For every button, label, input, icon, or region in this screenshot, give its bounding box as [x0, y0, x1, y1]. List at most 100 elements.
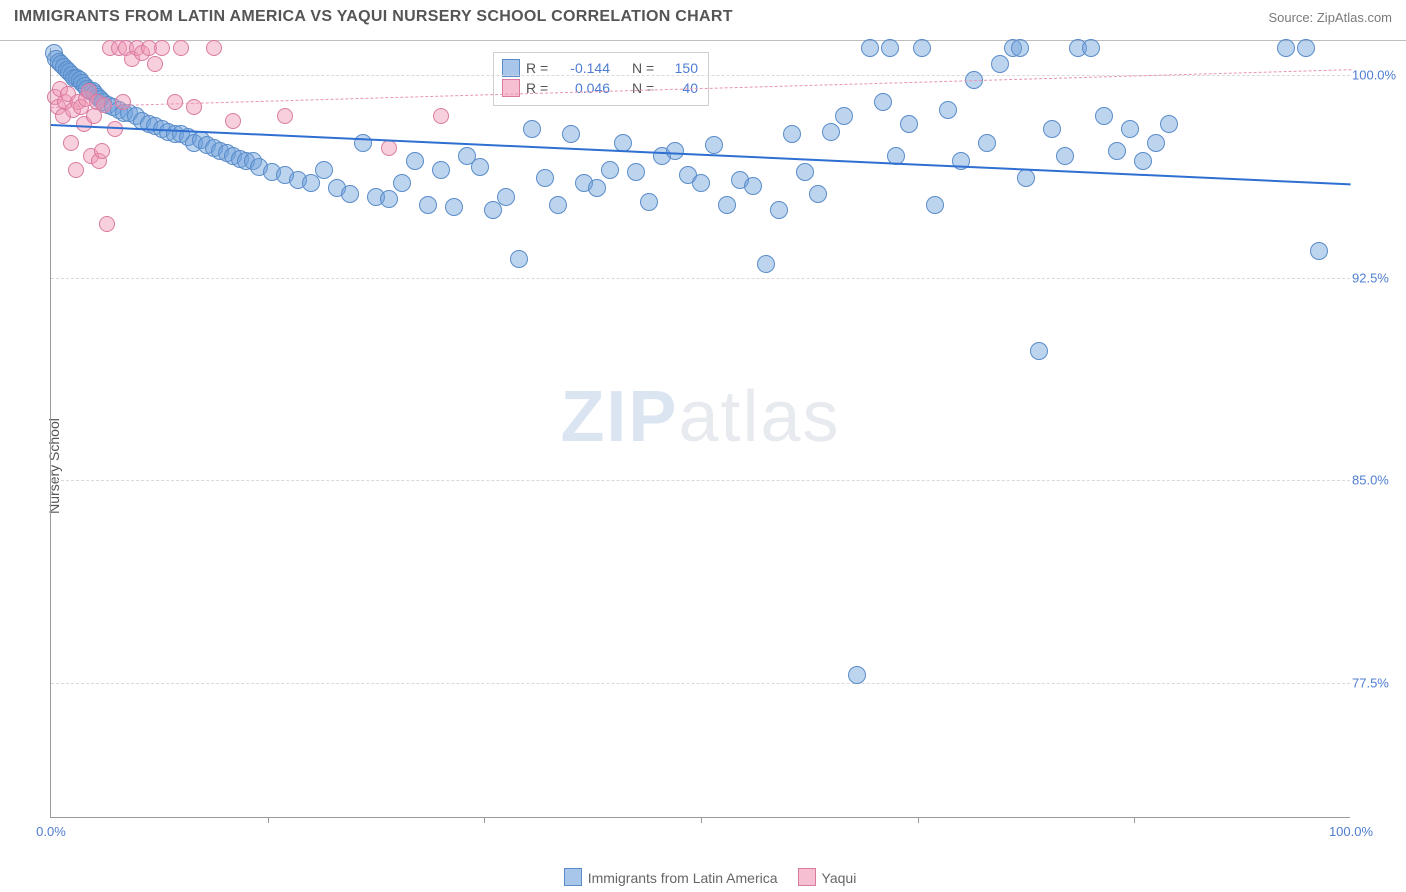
scatter-point-yaqui: [63, 135, 79, 151]
scatter-point-latin-america: [926, 196, 944, 214]
scatter-point-latin-america: [1017, 169, 1035, 187]
scatter-point-latin-america: [1082, 39, 1100, 57]
scatter-point-latin-america: [471, 158, 489, 176]
y-tick-label: 85.0%: [1352, 473, 1406, 488]
x-tick-label: 100.0%: [1329, 824, 1373, 839]
scatter-point-latin-america: [835, 107, 853, 125]
scatter-point-latin-america: [562, 125, 580, 143]
plot-area: ZIPatlas R =-0.144N =150R =0.046N =40 77…: [50, 48, 1350, 818]
scatter-point-latin-america: [757, 255, 775, 273]
scatter-point-yaqui: [277, 108, 293, 124]
scatter-point-latin-america: [783, 125, 801, 143]
scatter-point-latin-america: [770, 201, 788, 219]
source-label: Source: ZipAtlas.com: [1268, 10, 1392, 25]
legend-swatch: [564, 868, 582, 886]
scatter-point-latin-america: [991, 55, 1009, 73]
x-tick-mark: [1134, 817, 1135, 823]
stat-n-value: 150: [664, 60, 698, 76]
scatter-point-latin-america: [1043, 120, 1061, 138]
y-tick-label: 100.0%: [1352, 68, 1406, 83]
scatter-point-latin-america: [419, 196, 437, 214]
scatter-point-latin-america: [445, 198, 463, 216]
y-tick-label: 77.5%: [1352, 675, 1406, 690]
scatter-point-latin-america: [705, 136, 723, 154]
x-tick-mark: [701, 817, 702, 823]
gridline-y: [51, 278, 1350, 279]
y-tick-label: 92.5%: [1352, 270, 1406, 285]
scatter-point-yaqui: [99, 216, 115, 232]
legend-label: Immigrants from Latin America: [588, 870, 778, 886]
scatter-point-latin-america: [536, 169, 554, 187]
scatter-point-latin-america: [354, 134, 372, 152]
scatter-point-latin-america: [900, 115, 918, 133]
scatter-point-latin-america: [939, 101, 957, 119]
scatter-point-latin-america: [874, 93, 892, 111]
x-tick-mark: [484, 817, 485, 823]
watermark: ZIPatlas: [560, 376, 840, 458]
gridline-y: [51, 683, 1350, 684]
scatter-point-latin-america: [1160, 115, 1178, 133]
scatter-point-latin-america: [484, 201, 502, 219]
scatter-point-yaqui: [433, 108, 449, 124]
x-tick-mark: [918, 817, 919, 823]
scatter-point-yaqui: [167, 94, 183, 110]
scatter-point-yaqui: [225, 113, 241, 129]
watermark-atlas: atlas: [678, 377, 840, 457]
scatter-point-latin-america: [640, 193, 658, 211]
stat-n-label: N =: [632, 80, 658, 96]
scatter-point-yaqui: [68, 162, 84, 178]
scatter-point-latin-america: [302, 174, 320, 192]
stat-row: R =0.046N =40: [502, 79, 698, 97]
scatter-point-latin-america: [432, 161, 450, 179]
scatter-point-latin-america: [393, 174, 411, 192]
scatter-point-latin-america: [848, 666, 866, 684]
scatter-point-yaqui: [154, 40, 170, 56]
scatter-point-latin-america: [978, 134, 996, 152]
scatter-point-yaqui: [94, 143, 110, 159]
x-tick-mark: [268, 817, 269, 823]
scatter-point-latin-america: [1121, 120, 1139, 138]
scatter-point-latin-america: [861, 39, 879, 57]
watermark-zip: ZIP: [560, 377, 678, 457]
legend-swatch: [798, 868, 816, 886]
page-title: IMMIGRANTS FROM LATIN AMERICA VS YAQUI N…: [14, 8, 733, 26]
scatter-point-latin-america: [1147, 134, 1165, 152]
scatter-point-latin-america: [341, 185, 359, 203]
scatter-point-latin-america: [796, 163, 814, 181]
scatter-point-latin-america: [718, 196, 736, 214]
scatter-point-yaqui: [147, 56, 163, 72]
legend: Immigrants from Latin America Yaqui: [50, 868, 1350, 886]
scatter-point-yaqui: [173, 40, 189, 56]
header: IMMIGRANTS FROM LATIN AMERICA VS YAQUI N…: [0, 0, 1406, 41]
scatter-point-latin-america: [497, 188, 515, 206]
scatter-point-latin-america: [601, 161, 619, 179]
scatter-point-latin-america: [913, 39, 931, 57]
scatter-point-latin-america: [744, 177, 762, 195]
scatter-point-latin-america: [881, 39, 899, 57]
chart: Nursery School ZIPatlas R =-0.144N =150R…: [0, 40, 1406, 892]
scatter-point-latin-america: [588, 179, 606, 197]
legend-label: Yaqui: [822, 870, 857, 886]
scatter-point-latin-america: [1095, 107, 1113, 125]
scatter-point-latin-america: [523, 120, 541, 138]
correlation-stats-box: R =-0.144N =150R =0.046N =40: [493, 52, 709, 106]
scatter-point-latin-america: [315, 161, 333, 179]
scatter-point-latin-america: [1108, 142, 1126, 160]
x-tick-label: 0.0%: [36, 824, 66, 839]
scatter-point-yaqui: [381, 140, 397, 156]
scatter-point-latin-america: [1030, 342, 1048, 360]
stat-r-label: R =: [526, 60, 552, 76]
scatter-point-latin-america: [666, 142, 684, 160]
scatter-point-latin-america: [627, 163, 645, 181]
stat-n-label: N =: [632, 60, 658, 76]
scatter-point-latin-america: [380, 190, 398, 208]
scatter-point-latin-america: [809, 185, 827, 203]
stat-r-value: -0.144: [558, 60, 610, 76]
scatter-point-latin-america: [1134, 152, 1152, 170]
scatter-point-latin-america: [1310, 242, 1328, 260]
scatter-point-latin-america: [1297, 39, 1315, 57]
scatter-point-latin-america: [1056, 147, 1074, 165]
scatter-point-latin-america: [692, 174, 710, 192]
scatter-point-latin-america: [1277, 39, 1295, 57]
stat-r-value: 0.046: [558, 80, 610, 96]
